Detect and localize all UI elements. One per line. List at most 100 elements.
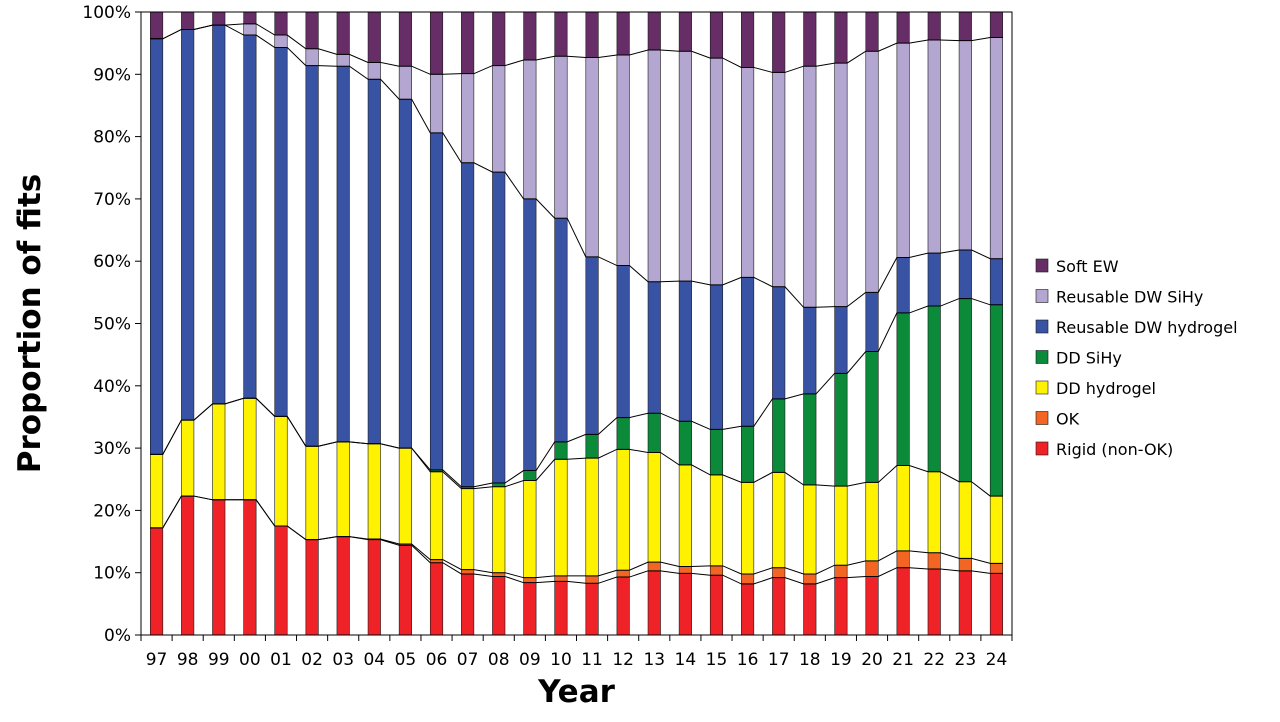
- legend-swatch: [1035, 258, 1049, 273]
- bar-segment-dd-sihy-18: [803, 393, 817, 486]
- bar-segment-soft-ew-23: [958, 11, 972, 41]
- bar-segment-rigid-non-ok-19: [834, 577, 848, 636]
- bar-segment-reusable-dw-hydrogel-03: [336, 65, 350, 443]
- bar-segment-rigid-non-ok-23: [958, 570, 972, 636]
- bar-segment-dd-sihy-13: [647, 412, 661, 453]
- bar-segment-dd-hydrogel-23: [958, 481, 972, 559]
- bar-segment-dd-hydrogel-16: [741, 482, 755, 575]
- bar-segment-dd-sihy-21: [896, 312, 910, 466]
- bar-segment-rigid-non-ok-07: [461, 573, 475, 636]
- bar-segment-reusable-dw-hydrogel-17: [772, 286, 786, 400]
- legend-item-ok: OK: [1035, 410, 1080, 429]
- bar-segment-reusable-dw-sihy-04: [367, 62, 381, 80]
- bar-segment-dd-hydrogel-14: [678, 464, 692, 567]
- bar-segment-dd-sihy-14: [678, 421, 692, 466]
- x-tick-label: 20: [861, 650, 883, 670]
- bar-segment-ok-19: [834, 564, 848, 578]
- bar-segment-reusable-dw-hydrogel-08: [492, 171, 506, 484]
- bar-segment-dd-hydrogel-99: [212, 403, 226, 501]
- bar-segment-dd-sihy-23: [958, 298, 972, 483]
- bar-segment-dd-hydrogel-22: [927, 471, 941, 554]
- bar-segment-dd-sihy-19: [834, 373, 848, 487]
- legend-item-rigid-non-ok: Rigid (non-OK): [1035, 440, 1173, 459]
- bar-segment-reusable-dw-hydrogel-15: [709, 284, 724, 430]
- bar-segment-reusable-dw-sihy-10: [554, 55, 568, 219]
- bar-segment-soft-ew-10: [554, 11, 568, 57]
- legend-swatch: [1035, 441, 1049, 456]
- bar-segment-rigid-non-ok-20: [865, 576, 879, 636]
- connector-lines-group: [150, 23, 1003, 585]
- x-axis: 97 98 99 00 01 02 03 04 05 06 07 08 09 10 11 12 13 14 15 16…: [140, 635, 1013, 670]
- bar-segment-rigid-non-ok-11: [585, 582, 599, 636]
- bar-segment-reusable-dw-sihy-22: [927, 39, 941, 254]
- y-axis: 0% 10% 20% 30% 40% 50% 60% 70% 80% 90% 100%: [82, 3, 141, 646]
- bar-segment-soft-ew-06: [429, 11, 444, 75]
- bar-segment-soft-ew-16: [741, 11, 755, 68]
- bar-segment-dd-sihy-11: [585, 434, 599, 459]
- bar-segment-reusable-dw-hydrogel-02: [305, 65, 319, 447]
- bar-segment-reusable-dw-sihy-11: [585, 57, 599, 258]
- bar-segment-reusable-dw-sihy-07: [461, 73, 475, 164]
- bar-segment-soft-ew-20: [865, 11, 879, 52]
- x-tick-label: 02: [301, 650, 323, 670]
- bar-segment-dd-hydrogel-03: [336, 441, 350, 537]
- bar-segment-reusable-dw-hydrogel-09: [523, 198, 537, 471]
- bar-segment-soft-ew-17: [772, 11, 786, 73]
- bar-segment-soft-ew-04: [367, 11, 381, 63]
- bar-segment-ok-08: [492, 572, 506, 577]
- bar-segment-soft-ew-21: [896, 11, 910, 44]
- connector-line-ok-top: [150, 495, 1003, 579]
- x-tick-label: 14: [675, 650, 697, 670]
- bar-segment-reusable-dw-sihy-21: [896, 42, 910, 258]
- bar-segment-reusable-dw-hydrogel-21: [896, 257, 910, 314]
- x-tick-label: 08: [488, 650, 510, 670]
- legend-item-soft-ew: Soft EW: [1035, 257, 1119, 276]
- bar-segment-reusable-dw-sihy-03: [336, 54, 350, 67]
- x-tick-label: 12: [612, 650, 634, 670]
- legend-item-reusable-dw-hydrogel: Reusable DW hydrogel: [1035, 318, 1238, 337]
- bar-segment-rigid-non-ok-01: [274, 525, 288, 636]
- bar-segment-reusable-dw-hydrogel-23: [958, 249, 972, 299]
- bar-segment-dd-hydrogel-06: [429, 471, 444, 560]
- y-axis-title: Proportion of fits: [12, 174, 48, 474]
- connector-line-dd-sihy-top: [150, 298, 1003, 488]
- bar-segment-dd-sihy-22: [927, 305, 941, 473]
- x-tick-label: 22: [923, 650, 945, 670]
- bar-segment-soft-ew-99: [212, 11, 226, 26]
- bar-segment-rigid-non-ok-15: [709, 574, 724, 636]
- bar-segment-reusable-dw-hydrogel-01: [274, 47, 288, 417]
- x-tick-label: 21: [892, 650, 914, 670]
- x-tick-label: 04: [363, 650, 385, 670]
- bar-segment-reusable-dw-hydrogel-00: [243, 34, 257, 399]
- x-tick-label: 01: [270, 650, 292, 670]
- bar-segment-reusable-dw-sihy-13: [647, 49, 661, 283]
- bar-segment-rigid-non-ok-12: [616, 576, 630, 636]
- bar-segment-ok-24: [989, 563, 1004, 574]
- legend-label: Reusable DW hydrogel: [1056, 318, 1238, 337]
- bar-segment-soft-ew-12: [616, 11, 630, 56]
- bar-segment-reusable-dw-sihy-12: [616, 54, 630, 266]
- connector-line-reusable-dw-hydrogel-top: [150, 24, 1003, 308]
- x-tick-label: 23: [955, 650, 977, 670]
- y-tick-label: 80%: [93, 128, 131, 148]
- bar-segment-reusable-dw-sihy-05: [398, 65, 412, 100]
- legend-label: Soft EW: [1056, 257, 1119, 276]
- legend-swatch: [1035, 411, 1049, 425]
- x-tick-label: 11: [581, 650, 603, 670]
- bar-segment-rigid-non-ok-03: [336, 536, 350, 636]
- y-tick-label: 50%: [93, 315, 131, 335]
- bar-segment-ok-15: [709, 565, 724, 576]
- bar-segment-reusable-dw-sihy-00: [243, 23, 257, 36]
- bar-segment-ok-23: [958, 558, 972, 572]
- bar-segment-rigid-non-ok-06: [429, 562, 444, 636]
- bar-segment-soft-ew-05: [398, 11, 412, 67]
- legend-swatch: [1035, 319, 1049, 334]
- bar-segment-dd-sihy-12: [616, 417, 630, 450]
- bar-segment-soft-ew-00: [243, 11, 257, 25]
- bar-segment-dd-hydrogel-11: [585, 457, 599, 577]
- bar-segment-reusable-dw-hydrogel-07: [461, 162, 475, 488]
- bar-segment-dd-hydrogel-08: [492, 486, 506, 574]
- bar-segment-soft-ew-97: [150, 11, 164, 40]
- bar-segment-dd-sihy-10: [554, 441, 568, 460]
